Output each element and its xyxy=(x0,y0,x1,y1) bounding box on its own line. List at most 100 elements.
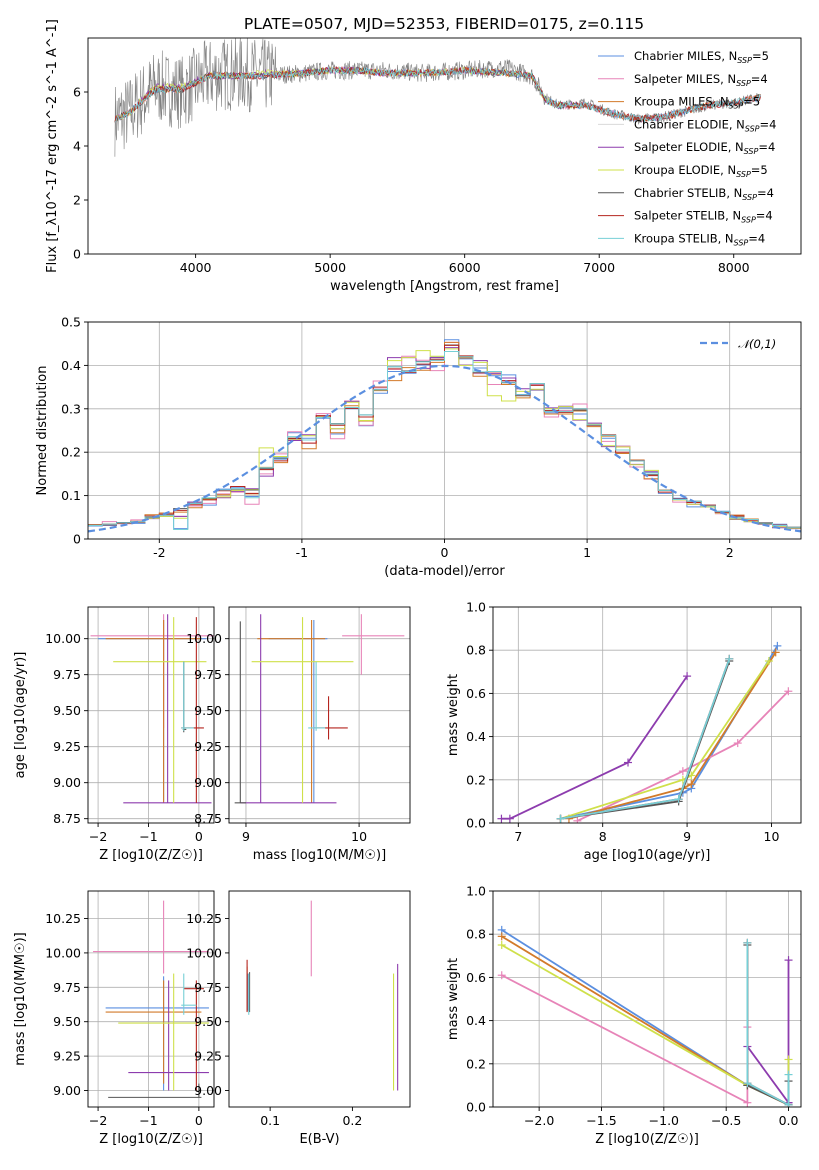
y-tick-label: 10.00 xyxy=(186,631,222,646)
legend-label: Kroupa STELIB, NSSP=4 xyxy=(634,231,765,247)
legend-label: Kroupa ELODIE, NSSP=5 xyxy=(634,163,768,179)
x-tick-label: −2.0 xyxy=(524,1113,554,1128)
y-tick-label: 0.3 xyxy=(61,401,81,416)
y-tick-label: 9.25 xyxy=(194,1049,222,1064)
x-tick-label: 9 xyxy=(242,829,250,844)
panel-age-vs-Z: −2 −1 0 8.75 9.00 9.25 9.50 9.75 10.00 Z [log10(Z… xyxy=(13,606,215,863)
legend-label: Chabrier ELODIE, NSSP=4 xyxy=(634,117,776,133)
x-axis-label: (data-model)/error xyxy=(384,564,505,579)
y-tick-label: 9.25 xyxy=(53,1049,81,1064)
model-line xyxy=(114,66,761,123)
axes-frame xyxy=(228,890,411,1108)
plot-area xyxy=(114,38,761,157)
legend-label: Salpeter ELODIE, NSSP=4 xyxy=(634,140,775,156)
y-tick-label: 0.2 xyxy=(466,772,486,787)
y-tick-label: 0 xyxy=(73,247,81,262)
y-tick-label: 9.50 xyxy=(194,703,222,718)
panel-spectrum: Chabrier MILES, NSSP=5 Salpeter MILES, NS… xyxy=(45,19,802,294)
weight-line xyxy=(501,929,789,1106)
x-axis-label: wavelength [Angstrom, rest frame] xyxy=(330,279,559,294)
y-tick-label: 9.25 xyxy=(53,739,81,754)
x-axis-label: Z [log10(Z/Z☉)] xyxy=(99,848,203,863)
x-tick-label: 9 xyxy=(683,829,691,844)
x-tick-label: 8000 xyxy=(718,260,750,275)
y-tick-label: 9.00 xyxy=(194,775,222,790)
y-tick-label: 0.4 xyxy=(61,358,81,373)
x-tick-label: 2 xyxy=(726,545,734,560)
y-tick-label: 0 xyxy=(73,532,81,547)
plot-area xyxy=(497,641,793,823)
plot-area xyxy=(93,900,209,1098)
axes-frame xyxy=(492,890,802,1108)
x-tick-label: 7 xyxy=(514,829,522,844)
panel-mass-vs-Z: −2 −1 0 9.00 9.25 9.50 9.75 10.00 10.25 Z [log10(… xyxy=(13,890,215,1147)
x-tick-label: -2 xyxy=(153,545,165,560)
y-tick-label: 0.2 xyxy=(61,445,81,460)
x-tick-label: −0.5 xyxy=(711,1113,741,1128)
x-tick-label: 5000 xyxy=(314,260,346,275)
y-tick-label: 9.00 xyxy=(194,1083,222,1098)
y-tick-label: 9.75 xyxy=(194,980,222,995)
y-axis-label: mass weight xyxy=(446,958,461,1040)
y-tick-label: 9.50 xyxy=(194,1014,222,1029)
panel-massweight-vs-age: 7 8 9 10 0.0 0.2 0.4 0.6 0.8 1.0 age [log10(age/yr… xyxy=(446,600,802,863)
x-tick-label: 0.1 xyxy=(260,1113,280,1128)
legend-label: 𝒩(0,1) xyxy=(738,337,776,351)
legend: 𝒩(0,1) xyxy=(700,337,776,351)
x-tick-label: 8 xyxy=(599,829,607,844)
legend-label: Salpeter STELIB, NSSP=4 xyxy=(634,209,773,225)
x-tick-label: 10 xyxy=(764,829,780,844)
plot-area xyxy=(88,339,801,533)
y-tick-label: 9.25 xyxy=(194,739,222,754)
model-line xyxy=(114,66,761,123)
x-tick-label: -1 xyxy=(296,545,308,560)
plot-area xyxy=(234,614,405,804)
histogram-step xyxy=(88,351,801,530)
x-tick-label: −1 xyxy=(139,829,157,844)
plot-area xyxy=(497,925,793,1107)
y-tick-label: 9.75 xyxy=(53,980,81,995)
model-line xyxy=(114,66,761,123)
axes-frame xyxy=(87,890,215,1108)
axes-frame xyxy=(228,606,411,824)
axes-frame xyxy=(492,606,802,824)
y-tick-label: 0.0 xyxy=(466,816,486,831)
figure-title: PLATE=0507, MJD=52353, FIBERID=0175, z=0… xyxy=(244,15,644,33)
panel-massweight-vs-Z: −2.0 −1.5 −1.0 −0.5 0.0 0.0 0.2 0.4 0.6 0.8 1.0 Z [… xyxy=(446,884,802,1147)
y-tick-label: 10.00 xyxy=(45,945,81,960)
x-tick-label: 10 xyxy=(351,829,367,844)
y-tick-label: 0.1 xyxy=(61,488,81,503)
y-tick-label: 9.50 xyxy=(53,703,81,718)
x-tick-label: 0.2 xyxy=(342,1113,362,1128)
y-tick-label: 10.00 xyxy=(45,631,81,646)
y-tick-label: 0.5 xyxy=(61,315,81,330)
weight-line xyxy=(501,974,749,1105)
x-tick-label: −2 xyxy=(89,829,107,844)
y-tick-label: 8.75 xyxy=(194,811,222,826)
axes-frame xyxy=(87,606,215,824)
y-tick-label: 9.75 xyxy=(194,667,222,682)
x-tick-label: 0 xyxy=(441,545,449,560)
y-tick-label: 10.00 xyxy=(186,945,222,960)
panel-residual-histogram: 𝒩(0,1) -2 -1 0 1 2 0 0.1 0.2 0.3 0.4 0.5 (data-model… xyxy=(35,315,802,579)
legend-label: Kroupa MILES, NSSP=5 xyxy=(634,95,760,111)
x-tick-label: 4000 xyxy=(180,260,212,275)
panel-age-vs-mass: 9 10 8.75 9.00 9.25 9.50 9.75 10.00 mass [log10(… xyxy=(186,606,411,863)
y-tick-label: 0.8 xyxy=(466,927,486,942)
y-axis-label: mass [log10(M/M☉)] xyxy=(13,932,28,1065)
y-tick-label: 0.0 xyxy=(466,1100,486,1115)
plot-area xyxy=(246,900,399,1091)
weight-line xyxy=(560,660,731,820)
y-tick-label: 10.25 xyxy=(45,911,81,926)
y-axis-label: mass weight xyxy=(446,674,461,756)
y-tick-label: 0.4 xyxy=(466,729,486,744)
y-tick-label: 0.6 xyxy=(466,970,486,985)
y-tick-label: 1.0 xyxy=(466,884,486,899)
y-tick-label: 10.25 xyxy=(186,911,222,926)
y-axis-label: Flux [f_λ10^-17 erg cm^-2 s^-1 A^-1] xyxy=(45,19,60,273)
x-tick-label: 0 xyxy=(195,829,203,844)
y-tick-label: 0.4 xyxy=(466,1013,486,1028)
y-axis-label: Normed distribution xyxy=(35,366,50,496)
weight-line xyxy=(746,945,790,1107)
y-tick-label: 0.2 xyxy=(466,1056,486,1071)
